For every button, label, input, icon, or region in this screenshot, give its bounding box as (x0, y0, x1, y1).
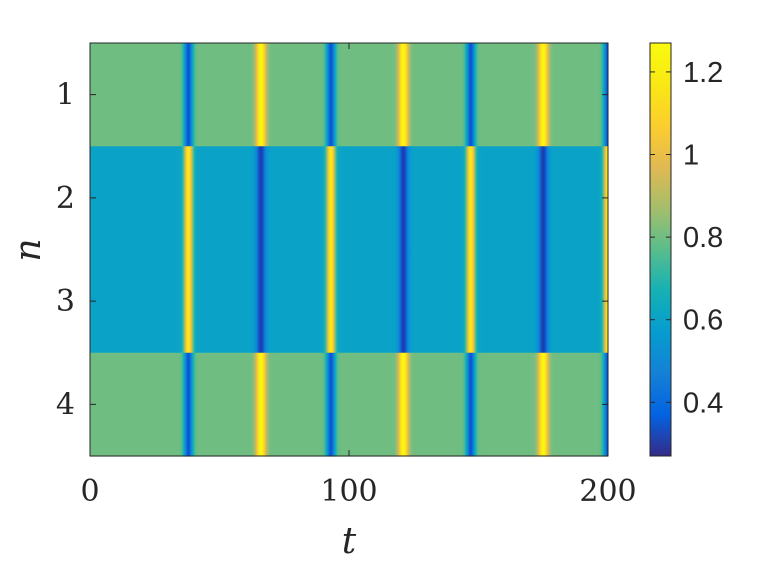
colorbar-tick-label: 0.4 (683, 387, 723, 419)
colorbar-tick-label: 1 (683, 140, 699, 172)
y-axis: 1 2 3 4 (56, 78, 608, 422)
x-axis-label: t (342, 521, 357, 562)
heatmap-row-4 (90, 352, 608, 457)
heatmap-row-2 (90, 146, 608, 251)
colorbar-tick-label: 0.8 (683, 222, 723, 254)
colorbar-gradient (649, 42, 672, 457)
y-axis-label: n (8, 238, 49, 261)
colorbar: 0.4 0.6 0.8 1 1.2 (649, 42, 723, 457)
colorbar-tick-label: 0.6 (683, 305, 723, 337)
x-axis: 0 100 200 (80, 43, 637, 509)
x-tick-label: 200 (579, 474, 636, 509)
colorbar-tick-label: 1.2 (683, 57, 723, 89)
y-tick-label: 4 (56, 387, 75, 422)
y-tick-label: 1 (56, 78, 75, 113)
plot-area (90, 43, 608, 457)
heatmap-row-1 (90, 43, 608, 147)
y-tick-label: 2 (56, 181, 75, 216)
x-tick-label: 0 (80, 474, 99, 509)
heatmap-row-3 (90, 249, 608, 354)
x-tick-label: 100 (320, 474, 377, 509)
y-tick-label: 3 (56, 284, 75, 319)
